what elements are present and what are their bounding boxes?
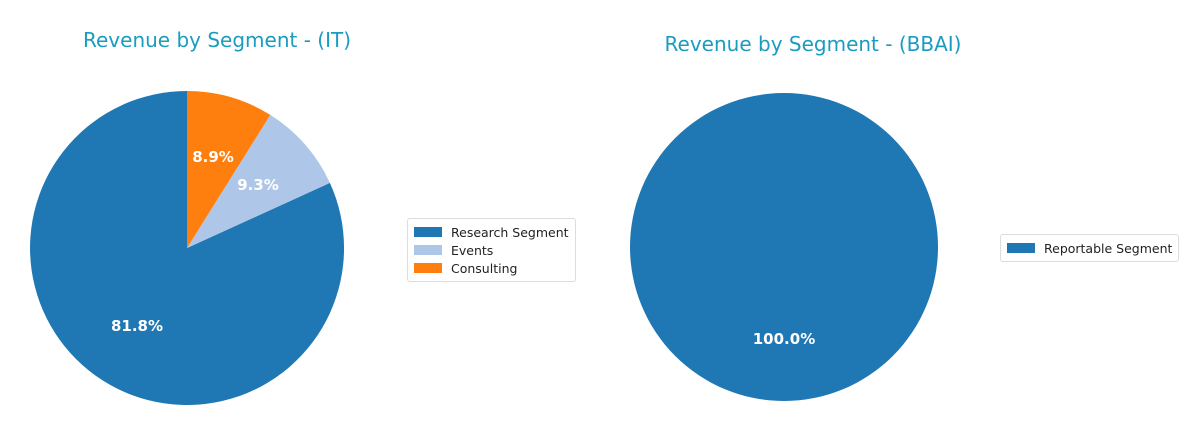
- swatch-research: [414, 227, 442, 237]
- label-research: 81.8%: [111, 317, 163, 335]
- pie-slice-reportable: [630, 93, 938, 401]
- label-events: 9.3%: [237, 176, 279, 194]
- pie-slice-consulting: [187, 91, 271, 248]
- legend-it: Research Segment Events Consulting: [407, 218, 576, 282]
- legend-label: Consulting: [451, 260, 518, 276]
- legend-label: Research Segment: [451, 224, 569, 240]
- swatch-events: [414, 245, 442, 255]
- legend-item-research: Research Segment: [414, 223, 569, 241]
- legend-item-reportable: Reportable Segment: [1007, 239, 1172, 257]
- swatch-consulting: [414, 263, 442, 273]
- legend-label: Events: [451, 242, 494, 258]
- pie-slice-research: [30, 91, 345, 405]
- label-reportable: 100.0%: [753, 330, 815, 348]
- swatch-reportable: [1007, 243, 1035, 253]
- legend-label: Reportable Segment: [1044, 240, 1173, 256]
- label-consulting: 8.9%: [192, 148, 234, 166]
- legend-item-consulting: Consulting: [414, 259, 569, 277]
- legend-bbai: Reportable Segment: [1000, 234, 1180, 262]
- chart-title-it: Revenue by Segment - (IT): [83, 28, 351, 52]
- pie-slice-events: [187, 114, 330, 249]
- chart-title-bbai: Revenue by Segment - (BBAI): [664, 32, 962, 56]
- legend-item-events: Events: [414, 241, 569, 259]
